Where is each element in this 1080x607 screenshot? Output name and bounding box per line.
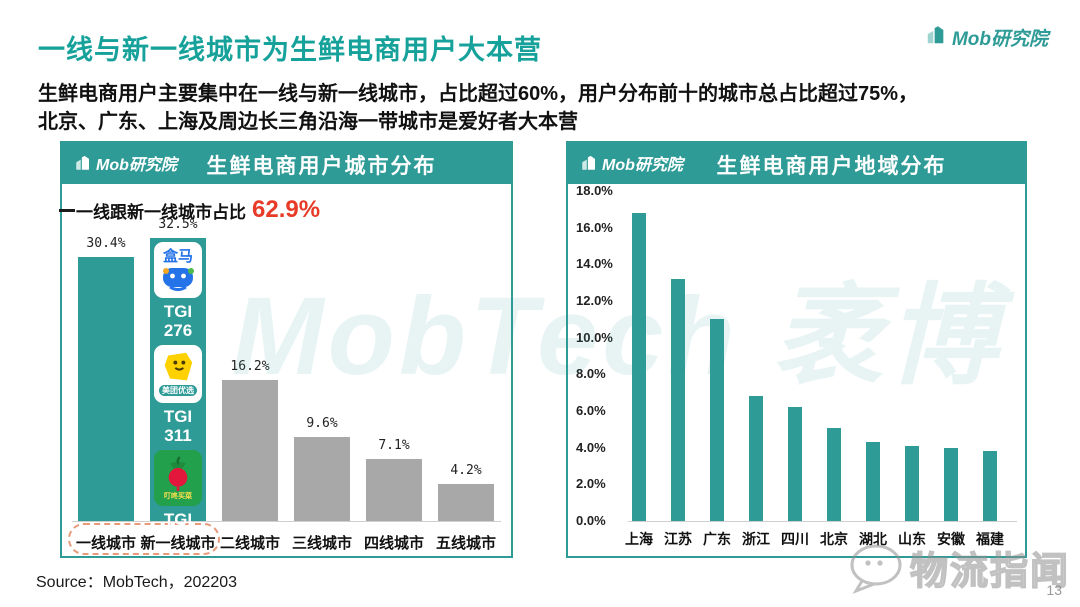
source-note: Source：MobTech，202203	[36, 574, 238, 591]
mob-logo-text: Mob研究院	[96, 157, 177, 174]
y-axis-tick-label: 8.0%	[576, 366, 606, 382]
annotation-connector-line	[59, 208, 75, 212]
x-axis-line	[628, 521, 1017, 522]
subtitle-line-2: 北京、广东、上海及周边长三角沿海一带城市是爱好者大本营	[38, 111, 578, 133]
x-axis-label-江苏: 江苏	[664, 531, 692, 547]
bar-value-label: 16.2%	[230, 359, 270, 374]
city-distribution-panel: Mob研究院 生鲜电商用户城市分布 一线跟新一线城市占比 62.9% 30.4%…	[59, 141, 513, 558]
y-axis-tick-label: 10.0%	[576, 329, 613, 345]
city-bar-一线城市	[78, 257, 134, 521]
x-axis-line	[72, 521, 501, 522]
x-axis-label-新一线城市: 新一线城市	[140, 535, 216, 552]
y-axis-tick-label: 0.0%	[576, 513, 606, 528]
x-axis-label-北京: 北京	[820, 531, 848, 547]
tgi-value-meituan-youxuan: TGI 311	[163, 407, 193, 445]
page-subtitle: 生鲜电商用户主要集中在一线与新一线城市，占比超过60%，用户分布前十的城市总占比…	[38, 80, 918, 136]
left-panel-header: Mob研究院 生鲜电商用户城市分布	[62, 143, 511, 184]
bar-value-label: 9.6%	[306, 416, 338, 431]
x-axis-label-五线城市: 五线城市	[435, 535, 496, 552]
x-axis-label-四线城市: 四线城市	[363, 535, 424, 552]
tier1-highlight-box	[68, 523, 220, 555]
tgi-value-dingdong-maicai: TGI 254	[163, 510, 193, 548]
mob-building-icon	[76, 155, 89, 170]
region-bar-上海	[632, 213, 646, 521]
x-axis-label-湖北: 湖北	[859, 531, 887, 547]
x-axis-label-四川: 四川	[781, 531, 809, 547]
region-bar-湖北	[866, 442, 880, 521]
left-chart-title: 生鲜电商用户城市分布	[206, 155, 437, 178]
hema-logo-icon: 盒马	[154, 242, 202, 298]
x-axis-label-浙江: 浙江	[742, 531, 770, 547]
y-axis-tick-label: 12.0%	[576, 293, 613, 308]
right-chart-title: 生鲜电商用户地域分布	[716, 155, 947, 178]
y-axis-tick-label: 4.0%	[576, 439, 606, 455]
annotation-value: 62.9%	[252, 196, 321, 223]
y-axis-tick-label: 6.0%	[576, 403, 606, 418]
page-title: 一线与新一线城市为生鲜电商用户大本营	[38, 35, 542, 65]
city-bar-二线城市	[222, 380, 278, 521]
annotation: 一线跟新一线城市占比 62.9%	[59, 196, 321, 224]
mob-logo-white: Mob研究院	[580, 151, 683, 175]
y-axis-tick-label: 18.0%	[576, 183, 613, 198]
tgi-value-hema: TGI 276	[163, 302, 193, 340]
x-axis-label-山东: 山东	[898, 531, 926, 547]
bar-value-label: 4.2%	[450, 463, 482, 478]
x-axis-label-上海: 上海	[625, 531, 653, 547]
region-bar-四川	[788, 407, 802, 521]
meituan-youxuan-logo-text: 美团优选	[158, 384, 198, 397]
right-panel-header: Mob研究院 生鲜电商用户地域分布	[568, 143, 1025, 184]
mob-building-icon	[925, 24, 947, 51]
region-chart-plot: 18.0% 16.0% 14.0% 12.0% 10.0% 8.0% 6.0% 4.0% 2.0…	[568, 183, 1025, 556]
x-axis-label-福建: 福建	[976, 531, 1004, 547]
dingdong-maicai-logo-text: 叮咚买菜	[164, 492, 192, 500]
x-axis-label-安徽: 安徽	[937, 531, 965, 547]
hema-logo-text: 盒马	[162, 248, 193, 265]
city-bar-四线城市	[366, 459, 422, 521]
region-bar-北京	[827, 428, 841, 521]
bar-value-label: 30.4%	[86, 236, 126, 251]
annotation-label: 一线跟新一线城市占比	[76, 202, 246, 222]
mob-logo-white: Mob研究院	[74, 151, 177, 175]
x-axis-label-三线城市: 三线城市	[291, 535, 352, 552]
city-bar-三线城市	[294, 437, 350, 521]
city-chart-plot: 30.4% 一线城市 盒马 TGI 276 美团优选 TGI 311 叮咚买菜 TGI 254 32.…	[62, 184, 511, 556]
city-bar-新一线城市: 盒马 TGI 276 美团优选 TGI 311 叮咚买菜 TGI 254	[150, 238, 206, 548]
subtitle-line-1: 生鲜电商用户主要集中在一线与新一线城市，占比超过60%，用户分布前十的城市总占比…	[38, 83, 919, 105]
city-bar-五线城市	[438, 484, 494, 521]
y-axis-tick-label: 14.0%	[576, 256, 613, 272]
region-bar-广东	[710, 319, 724, 521]
meituan-youxuan-logo-icon: 美团优选	[154, 345, 202, 403]
region-bar-浙江	[749, 396, 763, 521]
x-axis-label-一线城市: 一线城市	[75, 535, 136, 552]
region-bar-安徽	[944, 448, 958, 521]
bar-value-label: 32.5%	[158, 217, 198, 232]
x-axis-label-广东: 广东	[703, 531, 731, 547]
y-axis-tick-label: 2.0%	[576, 476, 606, 492]
region-distribution-panel: Mob研究院 生鲜电商用户地域分布 18.0% 16.0% 14.0% 12.0% 10…	[566, 141, 1027, 558]
mob-logo-text: Mob研究院	[602, 157, 683, 174]
region-bar-江苏	[671, 279, 685, 521]
brand-logo-text: Mob研究院	[951, 29, 1048, 50]
mob-building-icon	[582, 155, 595, 170]
region-bar-福建	[983, 451, 997, 521]
brand-logo: Mob研究院	[925, 24, 1048, 51]
dingdong-maicai-logo-icon: 叮咚买菜	[154, 450, 202, 506]
tgi-app-stack: 盒马 TGI 276 美团优选 TGI 311 叮咚买菜 TGI 254	[153, 242, 203, 551]
page-number: 13	[1046, 582, 1062, 598]
bar-value-label: 7.1%	[378, 438, 410, 453]
x-axis-label-二线城市: 二线城市	[219, 535, 280, 552]
y-axis-tick-label: 16.0%	[576, 219, 613, 235]
region-bar-山东	[905, 446, 919, 521]
